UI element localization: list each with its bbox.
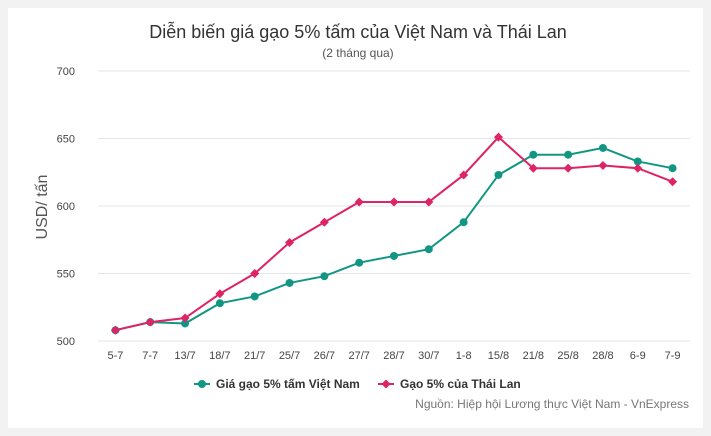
x-tick-label: 13/7 [174,350,195,362]
legend-label: Giá gạo 5% tấm Việt Nam [216,377,360,391]
chart-card: Diễn biến giá gạo 5% tấm của Việt Nam và… [8,8,703,428]
data-point[interactable] [285,278,294,287]
data-point[interactable] [668,164,677,173]
x-tick-label: 5-7 [107,350,123,362]
x-tick-label: 1-8 [456,350,472,362]
data-point[interactable] [389,197,399,207]
series-line [115,146,673,332]
data-point[interactable] [633,157,642,166]
legend-item[interactable]: Giá gạo 5% tấm Việt Nam [194,377,360,391]
x-tick-label: 6-9 [630,350,646,362]
y-axis-label: USD/ tấn [34,175,51,240]
x-tick-label: 21/8 [523,350,544,362]
x-tick-label: 27/7 [348,350,369,362]
data-point[interactable] [181,319,190,328]
x-tick-label: 26/7 [314,350,335,362]
data-point[interactable] [285,237,295,247]
data-point[interactable] [564,150,573,159]
data-point[interactable] [668,177,678,187]
data-point[interactable] [528,163,538,173]
x-tick-label: 18/7 [209,350,230,362]
chart-subtitle: (2 tháng qua) [322,46,393,60]
x-tick-label: 30/7 [418,350,439,362]
data-point[interactable] [424,197,434,207]
series-line [115,135,673,332]
data-point[interactable] [215,289,225,299]
data-point[interactable] [354,197,364,207]
rice-price-chart: Diễn biến giá gạo 5% tấm của Việt Nam và… [34,21,690,411]
data-point[interactable] [110,325,120,335]
data-point[interactable] [215,299,224,308]
data-point[interactable] [459,218,468,227]
data-point[interactable] [598,143,607,152]
data-point[interactable] [494,170,503,179]
series-2 [110,132,678,335]
legend: Giá gạo 5% tấm Việt Nam Gạo 5% của Thái L… [194,377,521,391]
data-point[interactable] [459,170,469,180]
data-point[interactable] [633,163,643,173]
y-tick-label: 500 [57,336,75,348]
y-tick-label: 550 [57,269,75,281]
chart-title: Diễn biến giá gạo 5% tấm của Việt Nam và… [149,21,567,42]
data-point[interactable] [424,245,433,254]
x-tick-label: 15/8 [488,350,509,362]
data-point[interactable] [529,150,538,159]
data-point[interactable] [563,163,573,173]
x-tick-label: 25/7 [279,350,300,362]
data-point[interactable] [145,317,155,327]
y-tick-label: 600 [57,201,75,213]
data-point[interactable] [598,161,608,170]
data-point[interactable] [493,132,503,142]
data-point[interactable] [180,313,190,323]
data-point[interactable] [390,251,398,260]
legend-item[interactable]: Gạo 5% của Thái Lan [378,377,521,391]
source-note: Nguồn: Hiệp hội Lương thực Việt Nam - Vn… [415,397,689,411]
legend-label: Gạo 5% của Thái Lan [400,377,521,391]
y-tick-labels: 500 550 600 650 700 [57,66,75,348]
series-lines [110,132,678,335]
series-1 [111,143,677,335]
legend-marker [198,380,206,388]
legend-marker [381,379,391,389]
y-tick-label: 700 [57,66,75,78]
data-point[interactable] [320,272,329,281]
x-tick-label: 28/7 [383,350,404,362]
data-point[interactable] [355,258,364,267]
x-tick-labels: 5-7 7-7 13/7 18/7 21/7 25/7 26/7 27/7 28/7 30/7 1-… [107,350,680,362]
data-point[interactable] [250,269,260,278]
x-tick-label: 7-7 [142,350,158,362]
data-point[interactable] [319,217,329,227]
x-tick-label: 28/8 [592,350,613,362]
x-tick-label: 21/7 [244,350,265,362]
y-tick-label: 650 [57,134,75,146]
x-tick-label: 25/8 [557,350,578,362]
data-point[interactable] [250,292,259,301]
x-tick-label: 7-9 [665,350,681,362]
